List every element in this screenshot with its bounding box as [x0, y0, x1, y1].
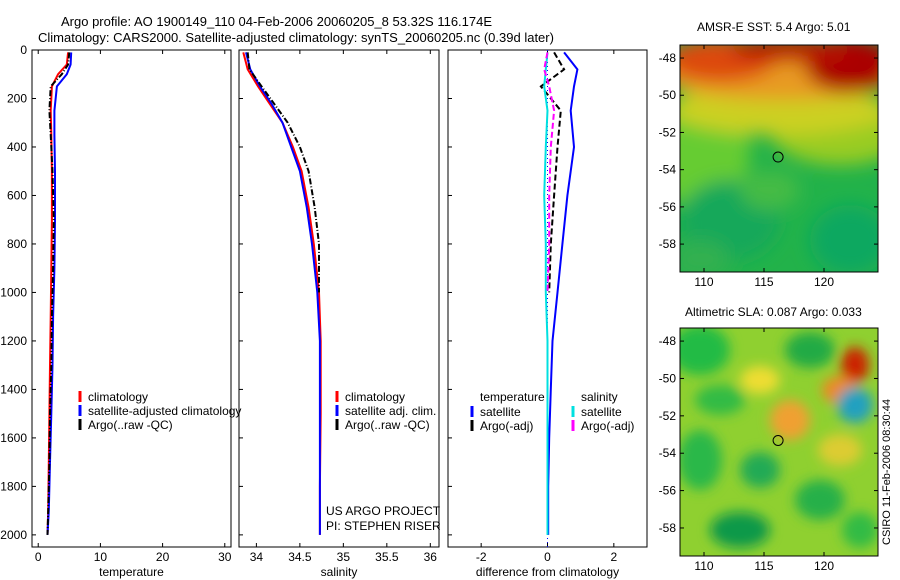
sst-map-ytick-label: -54 — [659, 163, 677, 177]
sst-map-ytick-label: -58 — [659, 237, 677, 251]
sla-map-ytick-label: -52 — [659, 409, 677, 423]
salinity-series-climatology — [242, 52, 322, 535]
salinity-xtick-label: 35 — [337, 550, 351, 564]
profile-ytick-label: 2000 — [0, 528, 27, 542]
temperature-xtick-label: 0 — [35, 550, 42, 564]
difference-legend-heading: salinity — [581, 390, 618, 404]
temperature-legend-label: climatology — [88, 390, 148, 404]
temperature-xtick-label: 10 — [94, 550, 108, 564]
difference-xtick-label: 0 — [544, 550, 551, 564]
chart-title-line1: Argo profile: AO 1900149_110 04-Feb-2006… — [61, 14, 493, 29]
sst-map-ytick-label: -52 — [659, 125, 677, 139]
profile-ytick-label: 400 — [7, 140, 27, 154]
profile-ytick-label: 1000 — [0, 285, 27, 299]
difference-legend-label: Argo(-adj) — [581, 419, 634, 433]
difference-xtick-label: 2 — [610, 550, 617, 564]
sla-map-image — [680, 328, 878, 556]
sst-map-xtick-label: 120 — [814, 275, 834, 289]
sst-map-ytick-label: -56 — [659, 200, 677, 214]
sla-map-ytick-label: -48 — [659, 334, 677, 348]
difference-legend-label: satellite — [581, 405, 622, 419]
plot-layer: 0 10 20 30temperature0200400600800100012001… — [0, 43, 879, 579]
salinity-xtick-label: 36 — [424, 550, 438, 564]
sla-map-ytick-label: -58 — [659, 521, 677, 535]
temperature-series-argo-raw-qc- — [46, 52, 71, 535]
sst-map-argo-marker — [772, 151, 784, 163]
temperature-legend-label: satellite-adjusted climatology — [88, 404, 241, 418]
sla-map-xtick-label: 120 — [814, 559, 834, 573]
salinity-annotation-line2: PI: STEPHEN RISER — [326, 519, 441, 533]
profile-ytick-label: 200 — [7, 91, 27, 105]
difference-series-salinity-argo-adj- — [543, 52, 556, 293]
difference-legend-label: Argo(-adj) — [480, 419, 533, 433]
salinity-axes-frame — [238, 49, 440, 548]
profile-ytick-label: 1800 — [0, 479, 27, 493]
sla-side-label: CSIRO 11-Feb-2006 08:30:44 — [881, 399, 893, 545]
sla-map-title: Altimetric SLA: 0.087 Argo: 0.033 — [685, 305, 862, 319]
difference-xlabel: difference from climatology — [476, 565, 619, 579]
sla-map-xtick-label: 110 — [694, 559, 713, 573]
profile-ytick-label: 0 — [20, 43, 27, 57]
sla-map-ytick-label: -56 — [659, 484, 677, 498]
difference-xtick-label: -2 — [476, 550, 487, 564]
salinity-annotation-line1: US ARGO PROJECT — [326, 504, 441, 518]
difference-series-salinity-satellite — [543, 52, 549, 535]
temperature-axes-frame — [31, 49, 232, 548]
sla-map-axes-frame — [679, 327, 879, 557]
difference-series-temperature-satellite — [547, 51, 579, 535]
salinity-legend-label: climatology — [345, 390, 405, 404]
sst-map-axes-frame — [679, 44, 879, 273]
temperature-xlabel: temperature — [99, 565, 164, 579]
profile-ytick-label: 600 — [7, 188, 27, 202]
sst-map-image — [680, 45, 878, 272]
salinity-series-satellite-adj-clim- — [245, 52, 321, 535]
salinity-legend-label: satellite adj. clim. — [345, 404, 436, 418]
salinity-legend-label: Argo(..raw -QC) — [345, 418, 430, 432]
sla-map-xtick-label: 115 — [754, 559, 773, 573]
sst-map-title: AMSR-E SST: 5.4 Argo: 5.01 — [697, 20, 851, 34]
salinity-series-argo-raw-qc- — [246, 52, 320, 293]
sla-map-ytick-label: -50 — [659, 371, 677, 385]
profile-ytick-label: 1400 — [0, 382, 27, 396]
difference-legend-heading: temperature — [480, 390, 545, 404]
profile-ytick-label: 1200 — [0, 334, 27, 348]
salinity-xlabel: salinity — [321, 565, 358, 579]
sst-map-ytick-label: -48 — [659, 51, 677, 65]
sst-map-xtick-label: 110 — [694, 275, 713, 289]
difference-legend-label: satellite — [480, 405, 521, 419]
profile-ytick-label: 1600 — [0, 431, 27, 445]
chart-title-line2: Climatology: CARS2000. Satellite-adjuste… — [38, 30, 554, 45]
temperature-legend-label: Argo(..raw -QC) — [88, 418, 173, 432]
sla-map-ytick-label: -54 — [659, 446, 677, 460]
temperature-xtick-label: 20 — [156, 550, 170, 564]
sst-map-xtick-label: 115 — [754, 275, 773, 289]
sla-map-argo-marker — [772, 435, 784, 447]
sst-map-ytick-label: -50 — [659, 88, 677, 102]
profile-ytick-label: 800 — [7, 237, 27, 251]
salinity-xtick-label: 34.5 — [288, 550, 312, 564]
salinity-xtick-label: 34 — [250, 550, 264, 564]
salinity-xtick-label: 35.5 — [375, 550, 399, 564]
temperature-xtick-label: 30 — [218, 550, 232, 564]
